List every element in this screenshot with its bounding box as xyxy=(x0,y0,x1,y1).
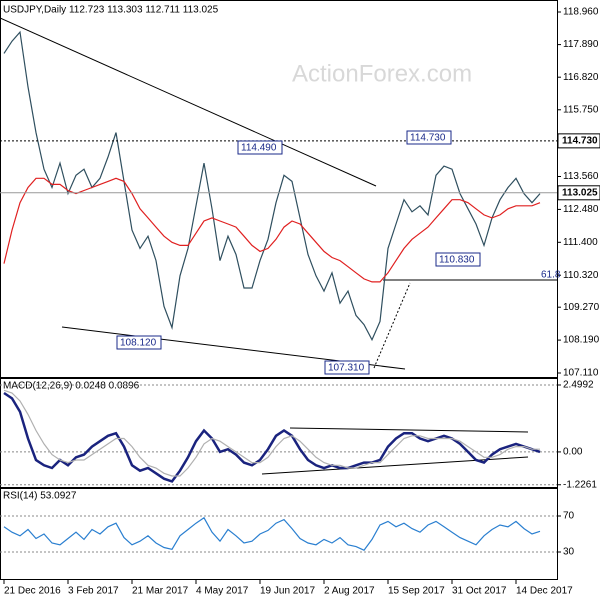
annotation-box xyxy=(237,140,283,155)
macd-title: MACD(12,26,9) 0.0248 0.0896 xyxy=(3,381,140,392)
y-tick-label: 30 xyxy=(563,547,575,558)
price-marker-label: 114.730 xyxy=(562,136,598,147)
y-tick-label: 113.560 xyxy=(563,171,599,182)
price-marker-label: 113.025 xyxy=(562,187,598,198)
x-tick-label: 19 Jun 2017 xyxy=(260,586,315,597)
x-tick-label: 15 Sep 2017 xyxy=(388,586,445,597)
y-tick-label: 115.750 xyxy=(563,104,599,115)
y-tick-label: 111.400 xyxy=(563,237,598,248)
watermark: ActionForex.com xyxy=(292,60,472,87)
y-tick-label: 112.480 xyxy=(563,204,599,215)
y-tick-label: 110.320 xyxy=(563,270,599,281)
y-tick-label: -1.2261 xyxy=(563,479,597,490)
trendline xyxy=(373,282,411,369)
rsi-title: RSI(14) 53.0927 xyxy=(3,491,77,502)
series-line xyxy=(3,177,541,283)
annotation-box xyxy=(116,335,162,350)
annotation: 110.830 xyxy=(439,255,475,266)
annotation-box xyxy=(406,130,452,145)
trendline xyxy=(0,17,377,187)
y-tick-label: 70 xyxy=(563,511,575,522)
macd-trendline xyxy=(261,456,529,475)
x-tick-label: 3 Feb 2017 xyxy=(68,586,119,597)
chart-title: USDJPY,Daily 112.723 113.303 112.711 113… xyxy=(3,5,219,16)
y-tick-label: 117.890 xyxy=(563,39,599,50)
x-tick-label: 14 Dec 2017 xyxy=(516,586,573,597)
price-marker-box xyxy=(557,185,600,201)
annotation: 61.8 xyxy=(541,270,561,281)
price-marker-box xyxy=(557,133,600,149)
annotation: 114.730 xyxy=(410,133,446,144)
annotation: 108.120 xyxy=(120,338,157,349)
y-tick-label: 109.270 xyxy=(563,302,600,313)
annotation-box xyxy=(324,360,370,375)
annotation: 107.310 xyxy=(328,363,365,374)
series-line xyxy=(3,516,541,551)
y-tick-label: 108.190 xyxy=(563,335,600,346)
x-tick-label: 21 Dec 2016 xyxy=(4,586,61,597)
annotation-box xyxy=(435,252,481,267)
y-tick-label: 116.820 xyxy=(563,72,599,83)
x-tick-label: 21 Mar 2017 xyxy=(132,586,189,597)
macd-trendline xyxy=(289,427,529,433)
y-tick-label: 0.00 xyxy=(563,447,583,458)
rsi-frame xyxy=(0,488,558,580)
y-tick-label: 118.960 xyxy=(563,7,599,18)
y-tick-label: 107.110 xyxy=(563,368,599,379)
x-tick-label: 31 Oct 2017 xyxy=(452,586,507,597)
x-tick-label: 4 May 2017 xyxy=(196,586,249,597)
series-line xyxy=(3,30,541,342)
macd-frame xyxy=(0,378,558,488)
y-tick-label: 2.4992 xyxy=(563,380,594,391)
x-tick-label: 2 Aug 2017 xyxy=(324,586,375,597)
annotation: 114.490 xyxy=(241,143,277,154)
series-line xyxy=(3,389,540,477)
